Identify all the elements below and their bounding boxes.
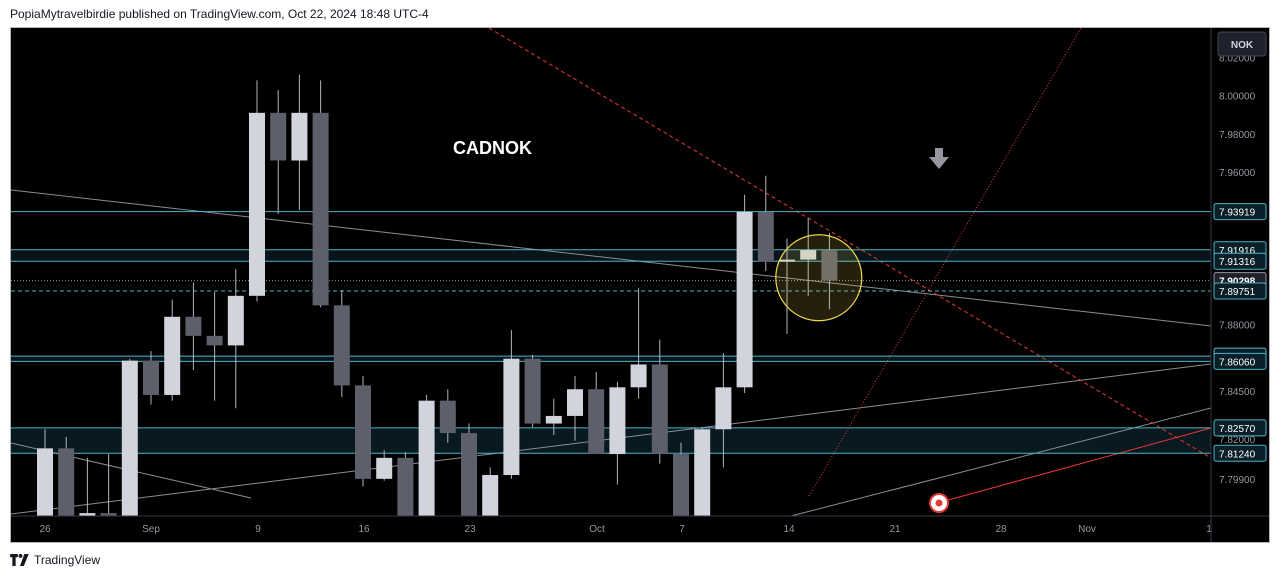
red-dotted-trendline (808, 28, 1082, 497)
candle-body (312, 112, 329, 306)
candle-body (461, 433, 477, 516)
candle-body (58, 448, 75, 516)
price-level-label-1: 7.91916 (1219, 246, 1256, 257)
candle-body (503, 358, 520, 476)
gray-trendline-descending (11, 189, 1211, 327)
y-tick-label-0: 8.02000 (1219, 54, 1256, 65)
x-tick-label-1: Sep (142, 524, 160, 535)
currency-badge-label: NOK (1231, 40, 1254, 51)
candle-body (609, 387, 626, 455)
price-level-badge-4 (1213, 282, 1267, 300)
price-level-label-0: 7.93919 (1219, 208, 1256, 219)
candle-body (736, 211, 753, 388)
x-tick-label-11: 1 (1206, 524, 1212, 535)
candle-body (821, 250, 838, 281)
candle-body (397, 457, 414, 516)
price-level-label-4: 7.89751 (1219, 287, 1256, 298)
price-level-badge-7 (1213, 419, 1267, 437)
candle-body (79, 513, 96, 516)
price-level-label-6: 7.86060 (1219, 357, 1256, 368)
x-tick-label-10: Nov (1078, 524, 1096, 535)
candle-body (757, 211, 774, 262)
x-tick-label-8: 21 (889, 524, 901, 535)
candle-body (227, 295, 244, 346)
red-dashed-trendline (488, 28, 1211, 459)
y-tick-label-2: 7.98000 (1219, 130, 1256, 141)
candle-body (588, 389, 605, 455)
candle-body (100, 513, 117, 516)
publisher-line: PopiaMytravelbirdie published on Trading… (10, 7, 429, 21)
brand-name: TradingView (34, 553, 101, 567)
price-level-label-7: 7.82570 (1219, 424, 1256, 435)
price-level-label-8: 7.81240 (1219, 449, 1256, 460)
candle-body (524, 358, 541, 424)
x-tick-label-4: 23 (464, 524, 476, 535)
candle-body (567, 389, 583, 416)
candle-body (418, 400, 435, 516)
y-tick-label-1: 8.00000 (1219, 92, 1256, 103)
zone-upper (11, 249, 1211, 262)
candle-body (249, 112, 265, 296)
zone-middle (11, 356, 1211, 362)
candle-body (800, 250, 817, 260)
x-tick-label-0: 26 (39, 524, 51, 535)
y-tick-label-6: 7.82000 (1219, 435, 1256, 446)
chart-frame[interactable]: CADNOK 8.02000 8.00000 7.98000 7.96000 7.8800… (10, 27, 1270, 543)
highlight-circle (775, 234, 863, 322)
y-tick-label-3: 7.96000 (1219, 168, 1256, 179)
price-level-label-2: 7.91316 (1219, 257, 1256, 268)
y-tick-label-5: 7.84500 (1219, 387, 1256, 398)
candle-body (376, 457, 393, 479)
candle-body (143, 360, 159, 395)
red-solid-trendline (940, 427, 1211, 503)
x-tick-label-5: Oct (589, 524, 605, 535)
plot-area: CADNOK (11, 28, 1211, 516)
x-tick-label-2: 9 (255, 524, 261, 535)
candle-body (439, 400, 456, 434)
gray-trendline-rising-2 (790, 407, 1211, 516)
symbol-label: CADNOK (453, 138, 532, 158)
footer: TradingView (10, 553, 100, 567)
price-level-badge-2 (1213, 252, 1267, 270)
candlestick-chart[interactable]: CADNOK 8.02000 8.00000 7.98000 7.96000 7.8800… (11, 28, 1269, 542)
candle-body (673, 454, 689, 516)
candle-body (651, 364, 668, 455)
candle-body (630, 364, 647, 388)
candle-body (355, 385, 371, 479)
price-level-label-3: 7.90298 (1219, 277, 1256, 288)
candle-body (164, 316, 181, 395)
candle-body (694, 429, 711, 516)
flag-dot (935, 499, 943, 507)
x-tick-label-9: 28 (995, 524, 1007, 535)
candle-body (121, 360, 138, 516)
down-arrow-icon (929, 148, 949, 169)
tradingview-logo-icon (10, 554, 29, 566)
candle-body (185, 316, 202, 336)
candle-body (37, 448, 53, 516)
candle-body (545, 415, 562, 424)
price-level-badge-0 (1213, 203, 1267, 221)
price-level-badge-8 (1213, 444, 1267, 462)
x-tick-label-6: 7 (679, 524, 685, 535)
candle-body (715, 387, 732, 430)
candle-body (291, 112, 308, 161)
candle-body (333, 305, 350, 386)
currency-badge (1217, 31, 1267, 57)
y-tick-label-4: 7.88000 (1219, 320, 1256, 331)
price-level-badge-6 (1213, 352, 1267, 370)
candle-body (779, 259, 795, 262)
x-tick-label-3: 16 (358, 524, 370, 535)
candle-body (270, 112, 287, 161)
candle-body (482, 475, 499, 516)
x-tick-label-7: 14 (783, 524, 795, 535)
candle-body (206, 335, 223, 346)
y-tick-label-7: 7.79900 (1219, 475, 1256, 486)
